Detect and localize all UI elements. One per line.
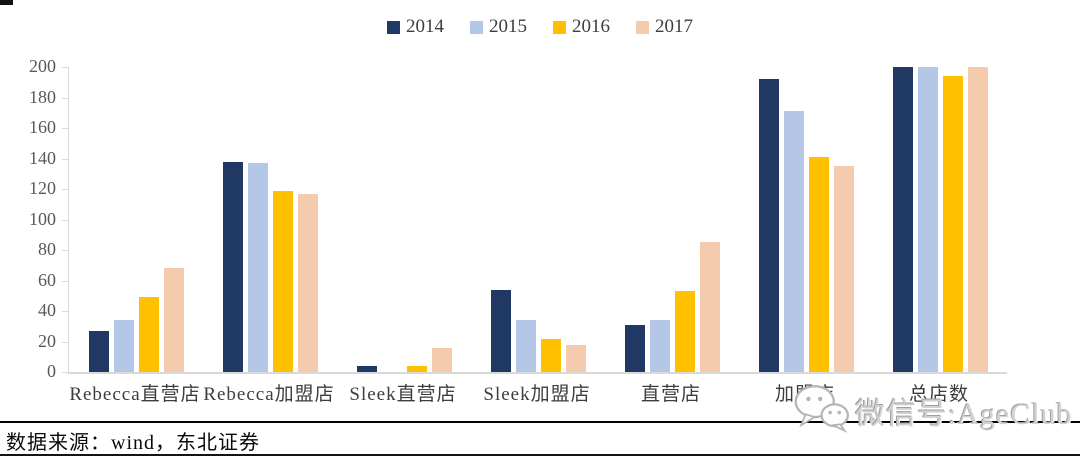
- bar-2014: [88, 330, 109, 372]
- x-tick-label: 总店数: [908, 384, 969, 405]
- watermark-text: 微信号:AgeClub: [855, 397, 1073, 431]
- table-border-fragment: [0, 0, 13, 5]
- legend-label: 2017: [655, 16, 693, 37]
- y-tick-mark: [62, 280, 68, 282]
- bar-2014: [490, 289, 511, 372]
- chart-legend: 2014 2015 2016 2017: [0, 16, 1080, 38]
- bar-2015: [113, 320, 134, 372]
- y-tick-mark: [62, 341, 68, 343]
- bar-2016: [406, 365, 427, 372]
- bar-group: [739, 67, 873, 372]
- bar-group: [203, 67, 337, 372]
- bar-2014: [356, 365, 377, 372]
- legend-item-2016: 2016: [553, 16, 610, 38]
- bar-2015: [649, 320, 670, 372]
- y-tick-label: 120: [29, 178, 56, 198]
- y-tick-mark: [62, 372, 68, 373]
- y-tick-mark: [62, 158, 68, 160]
- bar-2017: [431, 347, 452, 372]
- x-tick-label: Sleek加盟店: [483, 384, 591, 405]
- y-tick-label: 20: [38, 330, 56, 351]
- bar-2016: [272, 190, 293, 372]
- y-tick-mark: [62, 311, 68, 312]
- bar-2017: [833, 166, 854, 372]
- bar-2016: [540, 338, 561, 372]
- bar-group: [69, 67, 203, 372]
- y-tick-mark: [62, 219, 68, 221]
- bar-group: [605, 67, 739, 372]
- bar-2014: [222, 161, 243, 372]
- y-tick-label: 200: [29, 56, 56, 76]
- bar-2014: [758, 79, 779, 372]
- wechat-icon: [793, 383, 851, 438]
- bar-2014: [624, 324, 645, 372]
- chart-plot-area: [68, 67, 1007, 374]
- x-tick-label: Rebecca直营店: [69, 384, 201, 405]
- bar-2016: [808, 157, 829, 372]
- y-tick-label: 100: [29, 208, 56, 229]
- horizontal-rule-top: [0, 421, 1080, 423]
- bar-2016: [674, 291, 695, 372]
- x-tick-label: Rebecca加盟店: [203, 384, 335, 405]
- legend-label: 2014: [406, 16, 444, 37]
- bar-2017: [565, 344, 586, 372]
- horizontal-rule-bottom: [0, 454, 1080, 456]
- legend-item-2017: 2017: [636, 16, 693, 38]
- legend-item-2014: 2014: [387, 16, 444, 38]
- bar-2016: [942, 76, 963, 372]
- watermark: 微信号:AgeClub: [793, 383, 1073, 438]
- y-tick-label: 180: [29, 86, 56, 107]
- y-tick-label: 0: [47, 361, 56, 381]
- legend-swatch: [553, 20, 566, 34]
- bar-2014: [892, 67, 913, 372]
- bar-2015: [247, 163, 268, 372]
- x-tick-label: Sleek直营店: [349, 384, 457, 405]
- legend-item-2015: 2015: [470, 16, 527, 38]
- y-tick-label: 40: [38, 300, 56, 320]
- y-tick-label: 60: [38, 269, 56, 290]
- y-tick-label: 140: [29, 147, 56, 168]
- y-tick-label: 160: [29, 117, 56, 137]
- y-tick-mark: [62, 97, 68, 99]
- bar-2015: [783, 111, 804, 372]
- bar-2017: [699, 242, 720, 372]
- bar-group: [471, 67, 605, 372]
- bar-2017: [967, 67, 988, 372]
- y-tick-mark: [62, 250, 68, 251]
- legend-swatch: [387, 20, 400, 34]
- x-tick-label: 直营店: [640, 384, 701, 405]
- bar-2015: [515, 320, 536, 372]
- legend-swatch: [636, 20, 649, 34]
- bar-group: [873, 67, 1007, 372]
- legend-swatch: [470, 20, 483, 34]
- y-tick-mark: [62, 128, 68, 129]
- bar-2016: [138, 297, 159, 372]
- legend-label: 2016: [572, 16, 610, 37]
- bar-2017: [163, 268, 184, 372]
- bar-groups: [69, 67, 1007, 372]
- legend-label: 2015: [489, 16, 527, 37]
- y-tick-mark: [62, 189, 68, 190]
- data-source-note: 数据来源：wind，东北证券: [6, 432, 260, 454]
- y-tick-label: 80: [38, 239, 56, 259]
- y-tick-mark: [62, 67, 68, 68]
- bar-group: [337, 67, 471, 372]
- bar-2015: [917, 67, 938, 372]
- bar-2017: [297, 193, 318, 372]
